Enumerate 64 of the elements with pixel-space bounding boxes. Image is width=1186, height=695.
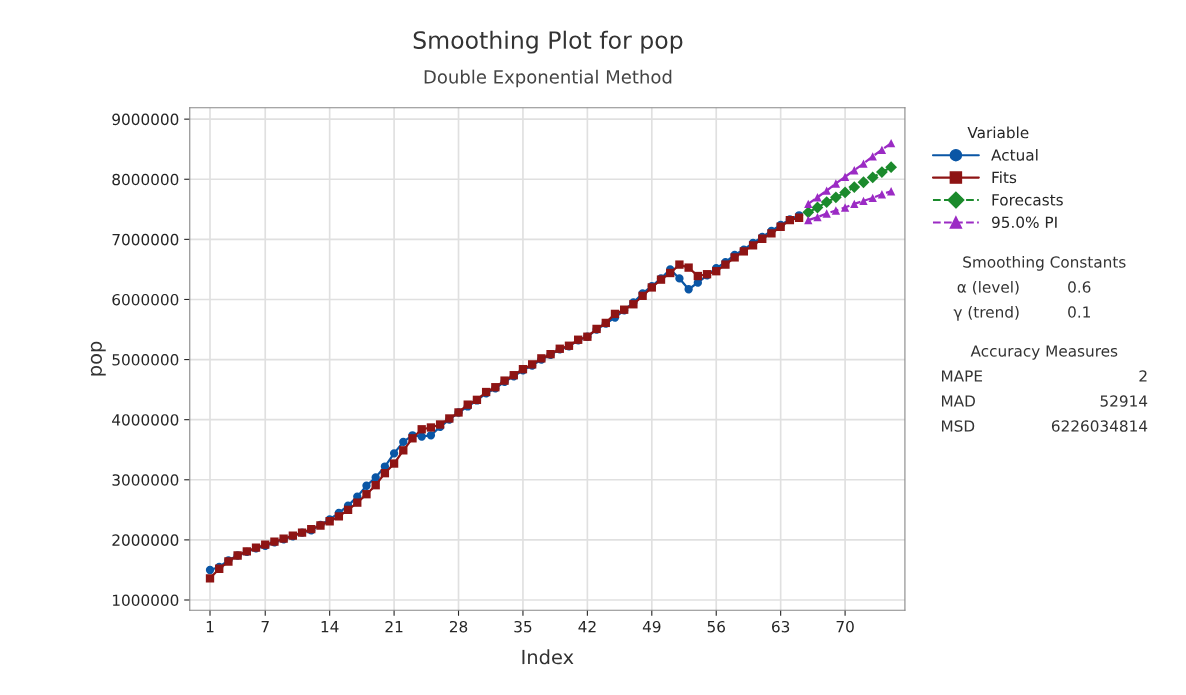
point	[829, 191, 842, 204]
point	[877, 190, 887, 199]
point	[804, 199, 813, 209]
chart-subtitle: Double Exponential Method	[424, 69, 672, 88]
x-tick-label: 1	[206, 621, 214, 633]
chart-title: Smoothing Plot for pop	[413, 30, 683, 54]
x-tick-label: 21	[385, 620, 403, 633]
x-tick-label: 35	[514, 620, 532, 633]
point	[822, 209, 831, 218]
x-tick-label: 49	[642, 620, 661, 633]
point	[868, 193, 877, 203]
point	[822, 186, 831, 195]
legend-label: 95.0% PI	[991, 216, 1057, 229]
x-tick-label: 14	[321, 621, 339, 633]
y-tick-label: 6000000	[112, 293, 179, 306]
y-tick-label: 1000000	[112, 594, 179, 607]
y-tick-label: 8000000	[112, 173, 179, 186]
point	[813, 212, 822, 222]
text: γ (trend) 0.1	[953, 306, 1090, 321]
point	[868, 152, 877, 161]
point	[840, 172, 850, 182]
text: Smoothing Constants	[963, 255, 1126, 271]
y-tick-label: 3000000	[112, 474, 179, 486]
point	[866, 171, 879, 184]
point	[804, 215, 813, 225]
legend-title: Variable	[967, 126, 1029, 139]
legend-label: Actual	[991, 148, 1038, 161]
x-tick-label: 70	[836, 620, 854, 633]
point	[876, 166, 888, 178]
y-tick-label: 5000000	[112, 354, 179, 366]
point	[831, 179, 841, 188]
x-tick-label: 28	[449, 620, 468, 633]
text: α (level) 0.6	[957, 280, 1091, 295]
point	[840, 203, 850, 212]
legend-label: Forecasts	[992, 194, 1063, 206]
y-tick-label: 7000000	[112, 233, 179, 246]
point	[839, 186, 851, 199]
x-tick-label: 42	[578, 620, 596, 633]
x-axis-title: Index	[522, 649, 574, 665]
point	[813, 193, 822, 202]
text: MAD 52914	[942, 395, 1148, 407]
point	[831, 206, 841, 215]
text: MSD 6226034814	[942, 420, 1148, 432]
y-tick-label: 2000000	[112, 534, 179, 546]
y-axis-title: pop	[90, 341, 106, 376]
x-tick-label: 7	[261, 621, 269, 633]
y-tick-label: 9000000	[112, 113, 179, 126]
text: MAPE 2	[942, 370, 1147, 382]
point	[877, 145, 887, 154]
legend-label: Fits	[992, 171, 1017, 184]
point	[886, 139, 896, 148]
point	[885, 161, 898, 174]
point	[859, 159, 868, 168]
point	[850, 199, 859, 209]
x-tick-label: 63	[772, 620, 790, 633]
text: Accuracy Measures	[970, 345, 1118, 360]
point	[857, 176, 870, 189]
point	[848, 181, 861, 193]
x-tick-label: 56	[707, 620, 725, 633]
point	[820, 196, 833, 208]
point	[859, 196, 868, 206]
point	[886, 187, 896, 196]
point	[850, 166, 859, 175]
y-tick-label: 4000000	[112, 414, 179, 426]
